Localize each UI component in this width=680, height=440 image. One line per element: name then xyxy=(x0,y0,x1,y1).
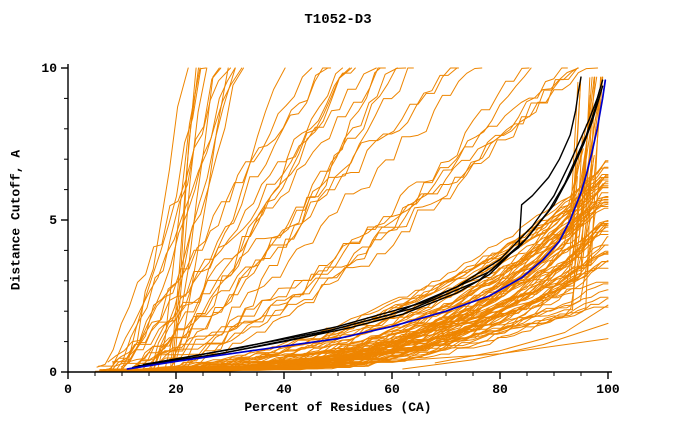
ensemble-curve xyxy=(155,185,609,373)
y-tick-label: 5 xyxy=(49,213,57,228)
ensemble-curve xyxy=(169,67,579,373)
ensemble-curve xyxy=(152,67,332,373)
ensemble-curve xyxy=(157,67,343,365)
ensemble-curve xyxy=(174,67,483,371)
x-tick-label: 60 xyxy=(384,382,400,397)
ensemble-curve xyxy=(126,281,609,373)
ensemble-curve xyxy=(120,67,329,368)
ensemble-curve xyxy=(123,67,458,373)
ensemble-curve xyxy=(110,338,609,371)
ensemble-curve xyxy=(144,67,351,373)
ensemble-curve xyxy=(123,67,568,373)
ensemble-curve xyxy=(104,289,609,373)
ensemble-curve xyxy=(171,67,381,373)
x-tick-label: 0 xyxy=(64,382,72,397)
x-tick-label: 100 xyxy=(596,382,620,397)
ensemble-curve xyxy=(112,67,377,364)
x-tick-label: 40 xyxy=(276,382,292,397)
ensemble-curve xyxy=(167,67,229,371)
ensemble-curve xyxy=(119,67,207,373)
y-tick-label: 10 xyxy=(41,61,57,76)
ensemble-curve xyxy=(139,67,356,369)
ensemble-curve xyxy=(165,155,595,372)
ensemble-curve xyxy=(96,67,231,368)
chart-title: T1052-D3 xyxy=(304,12,372,28)
y-tick-label: 0 xyxy=(49,365,57,380)
ensemble-curve xyxy=(109,67,459,373)
x-tick-label: 20 xyxy=(168,382,184,397)
ensemble-curve xyxy=(107,67,313,363)
x-tick-label: 80 xyxy=(492,382,508,397)
ensemble-curve xyxy=(102,67,386,373)
ensemble-curve xyxy=(434,304,609,364)
ensemble-curve xyxy=(105,234,609,373)
ensemble-curve xyxy=(166,123,587,371)
ensemble-curve xyxy=(117,67,579,373)
ensemble-curve xyxy=(143,67,286,373)
ensemble-curve xyxy=(121,67,236,363)
x-axis-title: Percent of Residues (CA) xyxy=(244,400,432,415)
reference-curve xyxy=(142,85,604,366)
highlight-curve xyxy=(126,79,607,370)
reference-curve xyxy=(137,79,604,367)
ensemble-curve xyxy=(120,67,189,370)
ensemble-curve xyxy=(140,67,414,372)
ensemble-curve xyxy=(173,67,208,373)
ensemble-curve xyxy=(108,67,243,373)
